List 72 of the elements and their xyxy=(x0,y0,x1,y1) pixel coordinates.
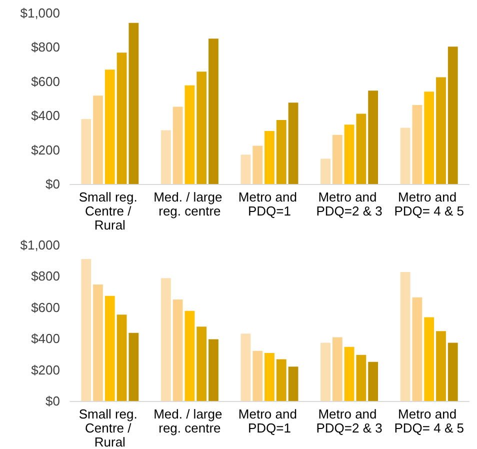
bar xyxy=(252,350,263,401)
x-tick-label: Med. / large reg. centre xyxy=(154,406,226,436)
bar xyxy=(448,342,458,401)
bar xyxy=(412,297,422,401)
y-tick-label: $200 xyxy=(31,142,60,158)
bar xyxy=(104,70,115,184)
bar xyxy=(424,92,434,184)
y-tick-label: $0 xyxy=(46,394,60,408)
bar xyxy=(196,326,207,401)
bar xyxy=(320,342,330,401)
bar xyxy=(252,146,263,184)
y-tick-label: $400 xyxy=(31,108,60,124)
bar xyxy=(368,90,378,184)
bar xyxy=(412,105,422,184)
bar xyxy=(400,272,410,401)
y-tick-label: $0 xyxy=(46,176,60,192)
bar xyxy=(81,259,92,401)
bar xyxy=(128,332,139,401)
x-tick-label: Metro and PDQ= 4 & 5 xyxy=(394,406,464,436)
bar xyxy=(332,134,342,184)
y-tick-label: $1,000 xyxy=(20,238,60,252)
y-tick-label: $1,000 xyxy=(20,6,60,20)
bar xyxy=(160,130,171,184)
y-tick-label: $600 xyxy=(31,74,60,89)
x-tick-label: Metro and PDQ=2 & 3 xyxy=(316,190,382,218)
bar xyxy=(93,96,103,184)
bar xyxy=(448,46,458,184)
bar xyxy=(424,317,434,401)
bar xyxy=(264,130,274,184)
x-tick-label: Metro and PDQ=1 xyxy=(238,406,301,436)
x-tick-label: Small reg. Centre / Rural xyxy=(78,406,141,449)
bar xyxy=(184,85,195,184)
bar xyxy=(368,362,378,401)
bar xyxy=(240,154,251,184)
bar xyxy=(81,119,92,184)
bar xyxy=(240,334,251,401)
bar xyxy=(160,278,171,401)
bar xyxy=(184,310,195,401)
bar xyxy=(208,339,218,401)
x-tick-label: Metro and PDQ=1 xyxy=(238,190,301,218)
bar xyxy=(436,77,446,184)
x-tick-label: Metro and PDQ=2 & 3 xyxy=(316,406,382,436)
bar xyxy=(172,106,183,184)
y-tick-label: $600 xyxy=(31,300,60,315)
bar xyxy=(320,158,330,184)
bar xyxy=(93,284,103,401)
bar xyxy=(344,124,354,184)
x-tick-label: Med. / large reg. centre xyxy=(154,190,226,218)
bar xyxy=(356,114,366,184)
y-tick-label: $200 xyxy=(31,362,60,378)
bar xyxy=(128,22,139,184)
x-tick-label: Small reg. Centre / Rural xyxy=(78,190,141,232)
bar xyxy=(116,52,127,184)
bar xyxy=(116,314,127,401)
bar xyxy=(208,38,218,184)
bar xyxy=(356,354,366,401)
bar xyxy=(276,359,286,401)
bar xyxy=(288,366,298,401)
bar xyxy=(104,296,115,401)
y-tick-label: $800 xyxy=(31,40,60,55)
x-tick-label: Metro and PDQ= 4 & 5 xyxy=(394,190,464,218)
bar xyxy=(264,352,274,401)
y-tick-label: $800 xyxy=(31,268,60,284)
bar xyxy=(196,72,207,184)
bar xyxy=(288,102,298,184)
y-tick-label: $400 xyxy=(31,331,60,346)
bar xyxy=(344,346,354,401)
bar xyxy=(276,120,286,184)
bar xyxy=(400,128,410,184)
bar xyxy=(172,299,183,401)
bar xyxy=(332,337,342,401)
bar xyxy=(436,331,446,401)
